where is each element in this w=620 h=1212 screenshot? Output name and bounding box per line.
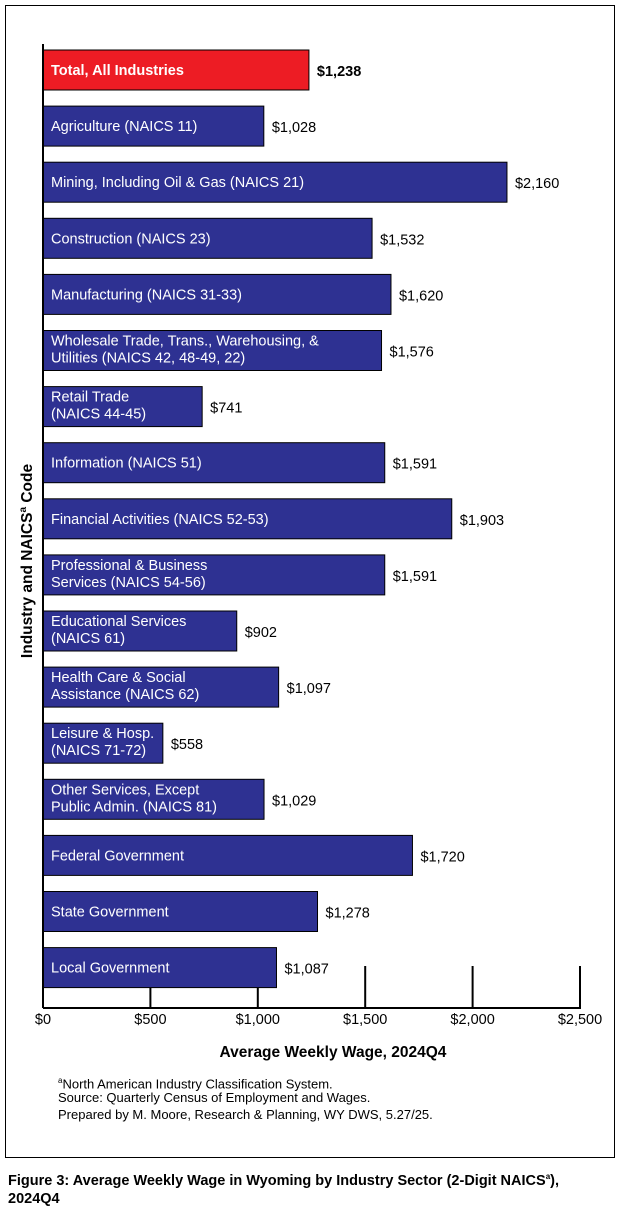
bar-category-line: Local Government (51, 961, 169, 977)
bar-category-line: Educational Services (51, 614, 186, 630)
bar-category-line: Manufacturing (NAICS 31-33) (51, 287, 242, 303)
bar-category-line: Retail Trade (51, 390, 129, 406)
bar-category-line: Public Admin. (NAICS 81) (51, 799, 217, 815)
bar (42, 610, 238, 652)
bar-chart: Total, All Industries $1,238 Agriculture (… (18, 44, 602, 1061)
bar-value-label: $1,278 (326, 906, 370, 922)
footnote-naics: aNorth American Industry Classification … (58, 1073, 333, 1092)
bar (42, 498, 453, 540)
bar-category-label: Educational Services (NAICS 61) (51, 614, 186, 647)
bar-category-line: Leisure & Hosp. (51, 726, 154, 742)
bar-category-label: Total, All Industries (51, 63, 184, 79)
x-tick-label: $2,000 (450, 1012, 494, 1028)
bar-category-line: Federal Government (51, 848, 184, 864)
bar-value-label: $1,097 (287, 681, 331, 697)
footnote-naics-text: North American Industry Classification S… (62, 1076, 333, 1092)
bar-value-label: $1,087 (284, 962, 328, 978)
bar-value-label: $1,028 (272, 120, 316, 136)
y-axis-title-sup: a (18, 507, 29, 513)
bar-category-label: Federal Government (51, 848, 184, 864)
bar (42, 554, 386, 596)
bar-category-line: Wholesale Trade, Trans., Warehousing, & (51, 334, 319, 350)
bar-category-line: Other Services, Except (51, 782, 199, 798)
bar-category-label: Retail Trade (NAICS 44-45) (51, 390, 146, 423)
bar-category-label: Information (NAICS 51) (51, 456, 202, 472)
caption-part2: ), 2024Q4 (8, 1172, 559, 1207)
bar-category-line: Professional & Business (51, 558, 207, 574)
footnote-sup: a (58, 1076, 63, 1085)
bar (42, 386, 203, 428)
bar-value-label: $1,029 (272, 793, 316, 809)
bar-category-line: Financial Activities (NAICS 52-53) (51, 512, 269, 528)
bar-category-label: State Government (51, 905, 169, 921)
bar-value-label: $1,576 (390, 345, 434, 361)
bar-category-label: Manufacturing (NAICS 31-33) (51, 287, 242, 303)
caption-part1: Figure 3: Average Weekly Wage in Wyoming… (8, 1172, 546, 1189)
figure-caption: Figure 3: Average Weekly Wage in Wyoming… (8, 1168, 598, 1208)
caption-sup: a (545, 1172, 551, 1181)
bar-category-line: Total, All Industries (51, 63, 184, 79)
x-tick-label: $1,500 (343, 1012, 387, 1028)
footnote-prepared: Prepared by M. Moore, Research & Plannin… (58, 1107, 433, 1122)
bar (42, 442, 386, 484)
bar (42, 273, 392, 315)
bar-category-line: Assistance (NAICS 62) (51, 687, 199, 703)
bar-category-line: Health Care & Social (51, 670, 186, 686)
x-axis-title: Average Weekly Wage, 2024Q4 (220, 1044, 447, 1061)
x-tick-label: $0 (35, 1012, 51, 1028)
bar-category-label: Agriculture (NAICS 11) (51, 119, 197, 135)
bar-value-label: $1,591 (393, 457, 437, 473)
bar-category-line: State Government (51, 905, 169, 921)
bar-value-label: $1,620 (399, 288, 443, 304)
y-axis-title-end: Code (19, 464, 36, 507)
bar-category-line: Services (NAICS 54-56) (51, 575, 206, 591)
bar-category-label: Financial Activities (NAICS 52-53) (51, 512, 269, 528)
bar-category-label: Construction (NAICS 23) (51, 231, 211, 247)
bar (42, 330, 383, 371)
bar-value-label: $1,903 (460, 513, 504, 529)
bar-value-label: $741 (210, 401, 242, 417)
bar-value-label: $1,532 (380, 232, 424, 248)
bar-category-label: Other Services, Except Public Admin. (NAI… (51, 782, 217, 815)
bar-category-label: Professional & Business Services (NAICS 5… (51, 558, 207, 591)
x-tick-label: $1,000 (236, 1012, 280, 1028)
bar-category-label: Leisure & Hosp. (NAICS 71-72) (51, 726, 154, 759)
bar-category-line: (NAICS 71-72) (51, 743, 146, 759)
bar-category-label: Mining, Including Oil & Gas (NAICS 21) (51, 175, 304, 191)
bar-category-line: Construction (NAICS 23) (51, 231, 211, 247)
bar-value-label: $1,238 (317, 64, 361, 80)
bar-category-line: Mining, Including Oil & Gas (NAICS 21) (51, 175, 304, 191)
bar-value-label: $1,720 (420, 849, 464, 865)
bar-category-label: Wholesale Trade, Trans., Warehousing, & U… (51, 334, 319, 367)
x-tick-label: $500 (134, 1012, 166, 1028)
bar (42, 666, 280, 708)
x-tick-label: $2,500 (558, 1012, 602, 1028)
bar-value-label: $902 (245, 625, 277, 641)
bar-category-line: Agriculture (NAICS 11) (51, 119, 197, 135)
footnote-source: Source: Quarterly Census of Employment a… (58, 1090, 371, 1105)
y-axis-title: Industry and NAICSa Code (18, 464, 36, 659)
bar-value-label: $1,591 (393, 569, 437, 585)
bar-category-line: Information (NAICS 51) (51, 456, 202, 472)
bar-category-label: Health Care & Social Assistance (NAICS 62… (51, 670, 199, 703)
y-axis-title-main: Industry and NAICS (19, 513, 36, 659)
bar-value-label: $558 (171, 737, 203, 753)
bar (42, 834, 413, 876)
bar-category-line: (NAICS 44-45) (51, 407, 146, 423)
bar (42, 217, 373, 259)
bar-value-label: $2,160 (515, 176, 559, 192)
bar-category-label: Local Government (51, 961, 169, 977)
bar-category-line: (NAICS 61) (51, 631, 125, 647)
chart-frame: Total, All Industries $1,238 Agriculture (… (5, 5, 615, 1158)
bar-category-line: Utilities (NAICS 42, 48-49, 22) (51, 351, 245, 367)
bar (42, 161, 508, 203)
bar (42, 49, 310, 91)
bar (42, 891, 319, 932)
